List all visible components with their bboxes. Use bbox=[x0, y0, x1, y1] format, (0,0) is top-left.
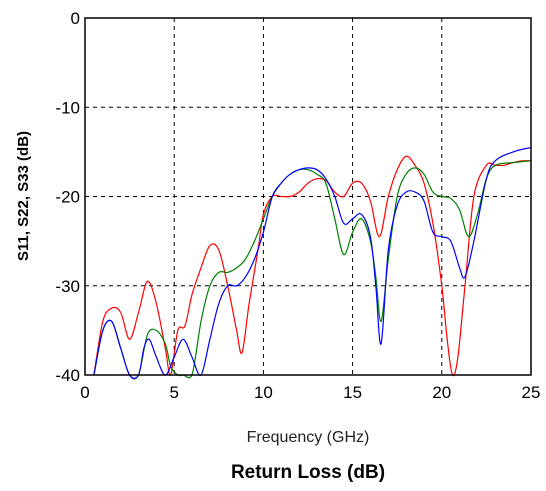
x-tick-label: 20 bbox=[432, 383, 451, 402]
y-tick-label: -20 bbox=[55, 188, 80, 207]
x-axis-label: Frequency (GHz) bbox=[247, 429, 370, 446]
series-line-1 bbox=[93, 160, 532, 380]
x-tick-label: 5 bbox=[169, 383, 178, 402]
y-tick-label: -40 bbox=[55, 366, 80, 385]
y-axis-label: S11, S22, S33 (dB) bbox=[15, 131, 32, 261]
plot-frame bbox=[84, 17, 532, 376]
x-tick-label: 25 bbox=[522, 383, 541, 402]
y-tick-label: -10 bbox=[55, 98, 80, 117]
series-group bbox=[93, 146, 532, 380]
series-line-0 bbox=[93, 155, 532, 377]
x-tick-label: 10 bbox=[254, 383, 273, 402]
y-tick-label: 0 bbox=[71, 9, 80, 28]
y-tick-label: -30 bbox=[55, 277, 80, 296]
grid bbox=[85, 18, 531, 375]
x-tick-label: 0 bbox=[80, 383, 89, 402]
tick-labels: 0 5 10 15 20 25 0 -10 -20 -30 -40 bbox=[55, 9, 540, 402]
series-line-2 bbox=[93, 146, 532, 379]
chart-title: Return Loss (dB) bbox=[231, 462, 385, 483]
x-tick-label: 15 bbox=[343, 383, 362, 402]
